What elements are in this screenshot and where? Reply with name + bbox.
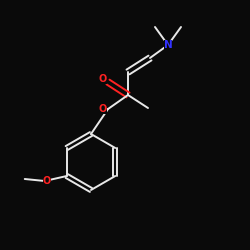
- Text: O: O: [99, 104, 107, 114]
- Text: N: N: [164, 40, 172, 50]
- Text: O: O: [43, 176, 51, 186]
- Text: O: O: [99, 74, 107, 84]
